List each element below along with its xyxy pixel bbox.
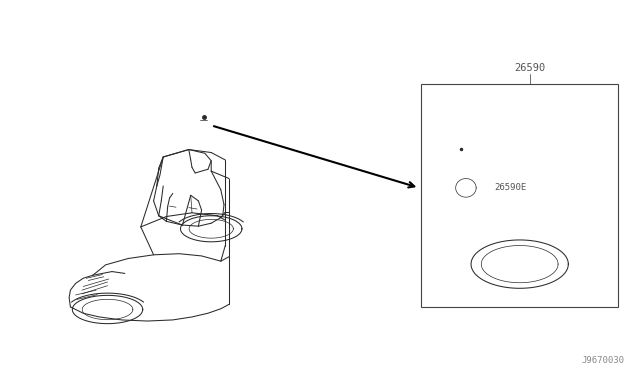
Text: 26590E: 26590E bbox=[495, 183, 527, 192]
Text: 26590: 26590 bbox=[514, 63, 545, 73]
Text: J9670030: J9670030 bbox=[581, 356, 624, 365]
Bar bbox=[421, 84, 618, 307]
